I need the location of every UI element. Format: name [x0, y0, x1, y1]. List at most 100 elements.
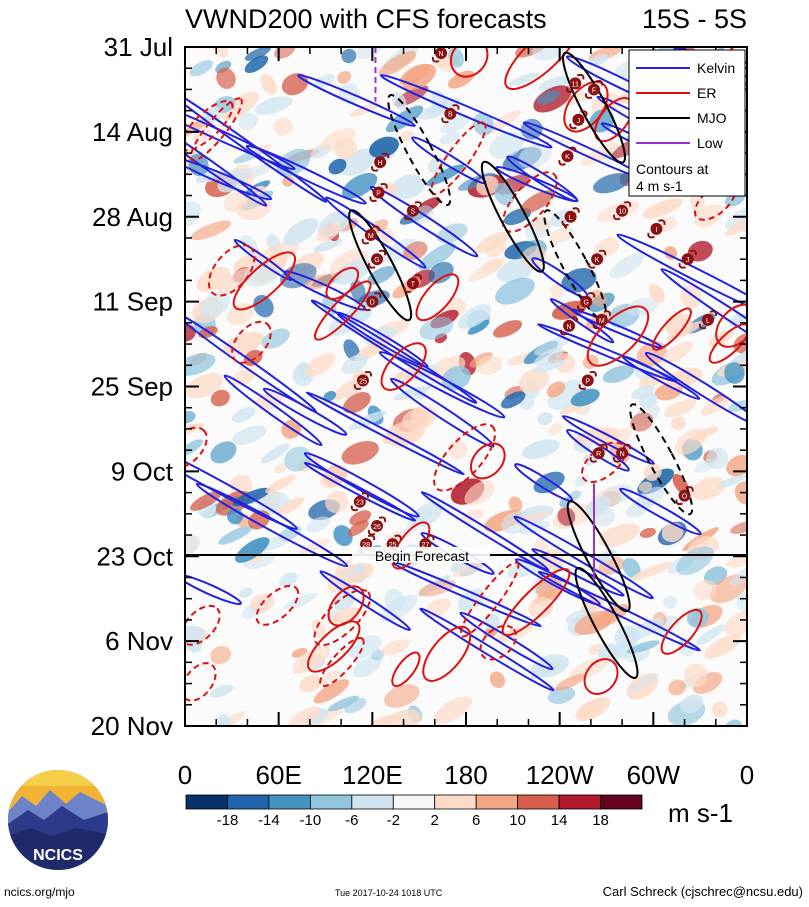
- anomaly-blob: [403, 241, 428, 261]
- anomaly-blob: [185, 439, 203, 457]
- tc-marker-dot: [371, 253, 384, 266]
- colorbar-swatch: [434, 794, 477, 810]
- anomaly-blob: [320, 127, 356, 151]
- anomaly-blob: [341, 354, 368, 375]
- anomaly-blob: [304, 273, 338, 290]
- anomaly-blob: [626, 640, 660, 654]
- anomaly-blob: [352, 656, 382, 678]
- anomaly-blob: [546, 381, 566, 398]
- anomaly-blob: [291, 646, 331, 674]
- anomaly-blob: [216, 67, 236, 89]
- tc-marker-dot: [592, 447, 605, 460]
- er-contour: [185, 604, 221, 646]
- colorbar-label: 10: [509, 812, 526, 829]
- anomaly-blob: [631, 562, 672, 581]
- anomaly-blob: [323, 390, 337, 402]
- legend-label-er: ER: [697, 85, 716, 101]
- anomaly-blob: [244, 55, 269, 74]
- anomaly-blob: [457, 304, 492, 330]
- kelvin-contour: [305, 391, 465, 476]
- tc-marker-dot: [564, 210, 577, 223]
- kelvin-contour: [561, 415, 655, 465]
- chart-region: 15S - 5S: [642, 4, 747, 34]
- kelvin-contour: [389, 377, 495, 448]
- x-tick-label: 60E: [256, 760, 302, 790]
- ncics-logo-text: NCICS: [33, 847, 83, 864]
- tc-marker: L: [698, 310, 718, 330]
- anomaly-blob: [726, 552, 747, 568]
- anomaly-blob: [489, 671, 506, 689]
- tc-marker-dot: [678, 489, 691, 502]
- x-tick-label: 120E: [342, 760, 403, 790]
- ncics-logo: NCICS: [8, 770, 108, 870]
- anomaly-blob: [475, 231, 511, 253]
- anomaly-blob: [347, 520, 369, 537]
- anomaly-blob: [684, 663, 708, 688]
- anomaly-blob: [687, 240, 713, 262]
- anomaly-blob: [554, 673, 587, 691]
- site-url[interactable]: ncics.org/mjo: [4, 885, 75, 899]
- anomaly-blob: [333, 378, 366, 400]
- x-tick-label: 180: [444, 760, 487, 790]
- chart-title: VWND200 with CFS forecasts: [185, 4, 547, 34]
- tc-marker-label: O: [682, 494, 688, 501]
- tc-marker-label: L: [569, 215, 573, 222]
- anomaly-blob: [399, 130, 415, 142]
- tc-marker-dot: [371, 519, 384, 532]
- anomaly-blob: [661, 341, 693, 364]
- er-contour: [185, 426, 208, 470]
- anomaly-blob: [253, 294, 274, 318]
- anomaly-blob: [391, 174, 425, 199]
- kelvin-contour: [616, 233, 747, 320]
- anomaly-blob: [704, 634, 742, 659]
- anomaly-blob: [689, 426, 719, 441]
- anomaly-blob: [574, 474, 589, 487]
- er-contour: [660, 608, 703, 655]
- tc-marker: L: [561, 207, 580, 227]
- anomaly-blob: [533, 471, 565, 494]
- anomaly-blob: [550, 284, 564, 299]
- anomaly-blob: [520, 190, 554, 214]
- legend-label-low: Low: [697, 135, 724, 151]
- y-tick-label: 25 Sep: [91, 372, 173, 402]
- anomaly-blob: [508, 496, 523, 512]
- anomaly-blob: [643, 463, 662, 481]
- kelvin-contour: [495, 166, 579, 203]
- tc-marker-dot: [595, 313, 608, 326]
- er-contour: [651, 307, 692, 351]
- kelvin-contour: [185, 157, 273, 201]
- tc-marker-dot: [681, 253, 694, 266]
- er-contour: [479, 624, 518, 661]
- er-contour: [708, 323, 747, 364]
- tc-marker-dot: [353, 495, 366, 508]
- er-contour: [504, 47, 580, 91]
- anomaly-blob: [712, 701, 728, 718]
- anomaly-blob: [538, 75, 572, 91]
- tc-marker: 10: [612, 201, 632, 221]
- tc-marker: G: [577, 292, 596, 312]
- anomaly-blob: [564, 608, 594, 624]
- colorbar-label: 2: [431, 812, 439, 829]
- anomaly-blob: [518, 144, 552, 169]
- anomaly-blob: [343, 392, 371, 414]
- anomaly-blob: [190, 490, 222, 511]
- tc-marker-dot: [561, 150, 574, 163]
- anomaly-blob: [185, 533, 199, 557]
- anomaly-blob: [355, 47, 384, 59]
- y-tick-label: 20 Nov: [91, 711, 173, 741]
- anomaly-blob: [700, 395, 732, 416]
- anomaly-blob: [467, 319, 490, 335]
- er-contour: [583, 658, 619, 695]
- kelvin-contour: [378, 351, 506, 419]
- kelvin-contour: [619, 487, 702, 536]
- colorbar-label: 14: [551, 812, 568, 829]
- anomaly-blob: [369, 136, 399, 159]
- kelvin-contour: [644, 351, 747, 428]
- anomaly-blob: [260, 73, 277, 95]
- er-contour: [501, 568, 571, 637]
- er-contour: [307, 620, 361, 673]
- anomaly-blob: [387, 425, 404, 448]
- tc-marker-label: T: [411, 281, 416, 288]
- tc-marker: P: [578, 370, 597, 390]
- tc-marker: K: [558, 146, 577, 166]
